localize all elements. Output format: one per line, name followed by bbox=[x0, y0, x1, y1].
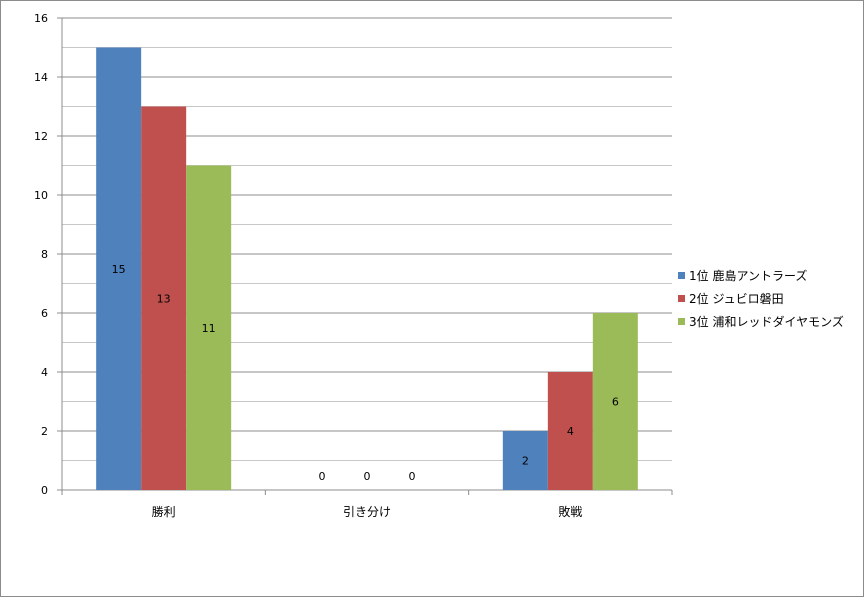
legend-label: 1位 鹿島アントラーズ bbox=[689, 269, 808, 283]
legend-swatch bbox=[678, 272, 685, 279]
bar bbox=[141, 106, 187, 490]
y-tick-label: 0 bbox=[41, 484, 48, 497]
bar bbox=[592, 313, 638, 490]
y-tick-label: 10 bbox=[34, 189, 48, 202]
data-label: 13 bbox=[157, 292, 171, 305]
legend: 1位 鹿島アントラーズ 2位 ジュビロ磐田 3位 浦和レッドダイヤモンズ bbox=[678, 264, 844, 333]
legend-label: 3位 浦和レッドダイヤモンズ bbox=[689, 315, 844, 329]
x-category-label: 敗戦 bbox=[558, 504, 582, 519]
y-tick-label: 16 bbox=[34, 12, 48, 25]
y-tick-label: 12 bbox=[34, 130, 48, 143]
data-labels: 15 13 11 0 0 0 2 4 6 bbox=[112, 263, 619, 483]
legend-item: 2位 ジュビロ磐田 bbox=[678, 287, 844, 310]
legend-item: 1位 鹿島アントラーズ bbox=[678, 264, 844, 287]
data-label: 11 bbox=[202, 322, 216, 335]
data-label: 0 bbox=[409, 470, 416, 483]
legend-swatch bbox=[678, 318, 685, 325]
legend-label: 2位 ジュビロ磐田 bbox=[689, 292, 784, 306]
y-tick-label: 2 bbox=[41, 425, 48, 438]
y-tick-label: 6 bbox=[41, 307, 48, 320]
bar bbox=[547, 372, 593, 490]
data-label: 4 bbox=[567, 425, 574, 438]
tick-labels: 0 2 4 6 8 10 12 14 16 勝利 引き分け 敗戦 bbox=[34, 12, 582, 519]
legend-swatch bbox=[678, 295, 685, 302]
bars bbox=[96, 47, 638, 490]
bar bbox=[502, 431, 548, 490]
x-category-label: 勝利 bbox=[152, 504, 176, 519]
data-label: 0 bbox=[364, 470, 371, 483]
x-category-label: 引き分け bbox=[343, 505, 391, 519]
y-tick-label: 8 bbox=[41, 248, 48, 261]
bar bbox=[186, 165, 232, 490]
bar bbox=[96, 47, 142, 490]
data-label: 0 bbox=[319, 470, 326, 483]
data-label: 2 bbox=[522, 455, 529, 468]
legend-item: 3位 浦和レッドダイヤモンズ bbox=[678, 310, 844, 333]
y-tick-label: 4 bbox=[41, 366, 48, 379]
data-label: 6 bbox=[612, 396, 619, 409]
y-tick-label: 14 bbox=[34, 71, 48, 84]
data-label: 15 bbox=[112, 263, 126, 276]
